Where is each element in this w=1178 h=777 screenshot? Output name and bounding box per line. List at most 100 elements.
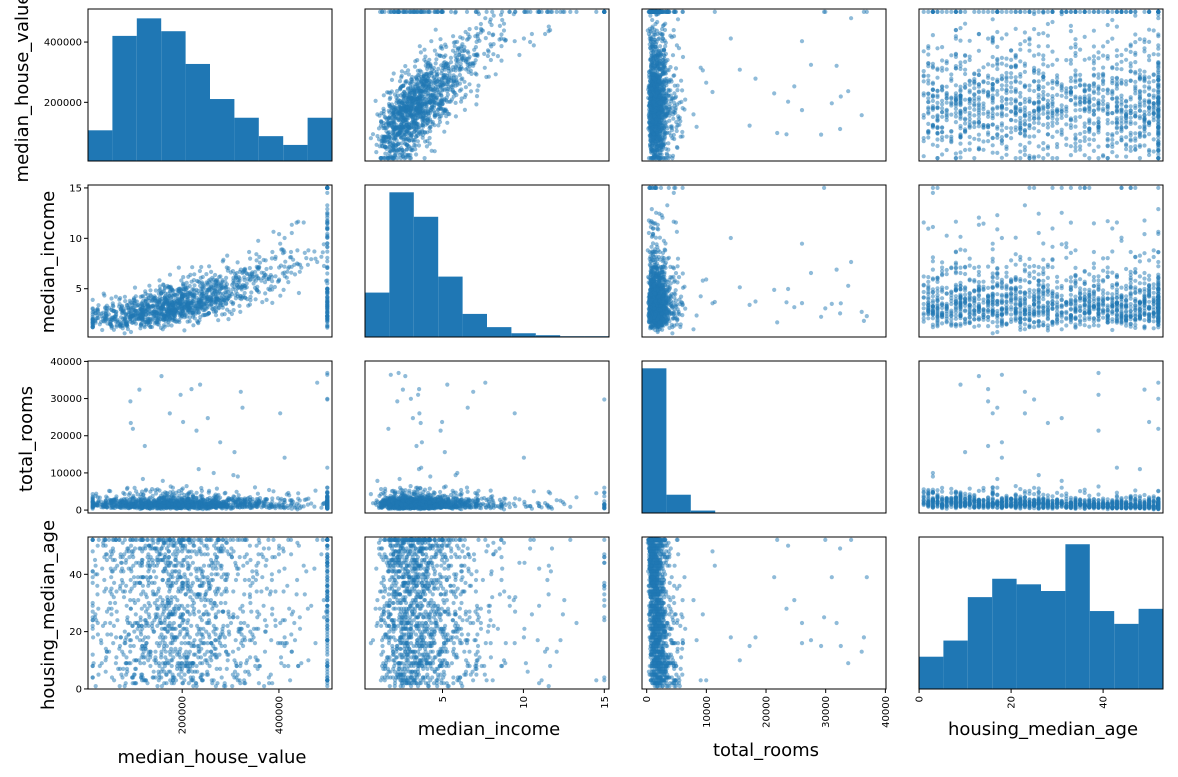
scatter-point	[374, 150, 379, 155]
scatter-point	[658, 72, 664, 78]
scatter-point	[1018, 125, 1023, 130]
scatter-point	[439, 44, 444, 49]
scatter-point	[663, 114, 668, 119]
scatter-point	[1151, 101, 1156, 106]
scatter-point	[447, 112, 452, 117]
scatter-point	[976, 9, 982, 14]
scatter-point	[455, 57, 460, 63]
scatter-point	[1045, 111, 1050, 116]
scatter-point	[930, 114, 936, 119]
scatter-point	[940, 110, 945, 115]
scatter-point	[834, 63, 839, 68]
scatter-point	[394, 125, 399, 130]
scatter-point	[829, 101, 834, 106]
scatter-point	[1091, 61, 1096, 66]
scatter-point	[381, 106, 386, 111]
scatter-point	[1027, 122, 1032, 128]
scatter-point	[391, 121, 396, 126]
scatter-point	[1087, 128, 1092, 133]
scatter-point	[1027, 140, 1032, 145]
scatter-point	[963, 67, 968, 72]
scatter-point	[1055, 156, 1060, 161]
scatter-point	[1101, 102, 1106, 107]
scatter-point	[460, 36, 465, 41]
scatter-point	[1087, 107, 1092, 112]
scatter-point	[1147, 53, 1152, 59]
scatter-point	[926, 44, 931, 49]
scatter-point	[432, 9, 438, 14]
scatter-point	[1101, 94, 1106, 99]
scatter-point	[429, 148, 434, 153]
scatter-point	[999, 138, 1005, 143]
scatter-point	[1068, 45, 1073, 50]
scatter-point	[1151, 118, 1156, 123]
scatter-point	[823, 9, 828, 14]
scatter-point	[1009, 57, 1014, 63]
scatter-point	[147, 283, 152, 288]
scatter-point	[650, 17, 655, 23]
scatter-point	[673, 9, 679, 14]
scatter-point	[457, 52, 462, 57]
scatter-point	[1041, 105, 1046, 111]
scatter-point	[1110, 150, 1115, 155]
scatter-point	[528, 9, 533, 14]
scatter-point	[926, 61, 931, 66]
scatter-point	[986, 114, 991, 119]
scatter-point	[181, 275, 186, 280]
scatter-point	[1105, 39, 1110, 45]
scatter-point	[497, 23, 502, 28]
scatter-point	[1009, 130, 1014, 135]
scatter-point	[1041, 111, 1046, 116]
scatter-point	[292, 272, 298, 277]
scatter-point	[995, 29, 1000, 35]
scatter-point	[485, 48, 491, 53]
scatter-point	[455, 47, 460, 52]
scatter-point	[1045, 33, 1050, 38]
scatter-point	[940, 98, 945, 103]
scatter-point	[1073, 124, 1078, 129]
scatter-point	[1124, 79, 1129, 84]
scatter-point	[1133, 60, 1138, 65]
scatter-point	[1119, 125, 1124, 130]
scatter-point	[1013, 87, 1018, 92]
scatter-point	[475, 88, 480, 93]
scatter-point	[1128, 97, 1133, 102]
scatter-point	[454, 92, 459, 98]
scatter-point	[122, 331, 127, 336]
scatter-point	[1036, 79, 1041, 84]
scatter-point	[405, 115, 410, 120]
scatter-point	[1059, 107, 1064, 112]
scatter-point	[1091, 148, 1096, 153]
scatter-point	[1087, 83, 1092, 88]
scatter-point	[990, 86, 995, 91]
scatter-point	[1147, 85, 1152, 90]
scatter-point	[657, 52, 662, 57]
scatter-point	[1045, 145, 1050, 151]
scatter-point	[422, 47, 427, 52]
scatter-point	[1114, 126, 1119, 131]
scatter-point	[1142, 9, 1147, 14]
scatter-point	[986, 9, 991, 14]
scatter-point	[958, 89, 963, 94]
scatter-point	[1059, 127, 1064, 132]
scatter-point	[990, 76, 995, 81]
scatter-point	[1018, 149, 1023, 154]
scatter-point	[434, 57, 439, 62]
scatter-point	[1091, 84, 1096, 89]
scatter-point	[457, 81, 462, 86]
scatter-point	[448, 99, 453, 104]
scatter-point	[976, 82, 982, 87]
scatter-point	[1091, 96, 1096, 101]
scatter-point	[1124, 104, 1129, 109]
scatter-point	[391, 156, 396, 161]
scatter-point	[263, 258, 268, 263]
scatter-point	[439, 9, 445, 14]
scatter-point	[476, 83, 481, 88]
scatter-point	[1124, 115, 1129, 120]
scatter-point	[1101, 154, 1106, 159]
scatter-point	[1032, 70, 1037, 75]
scatter-point	[432, 114, 437, 119]
scatter-point	[1147, 92, 1152, 97]
scatter-point	[456, 64, 461, 69]
scatter-point	[1151, 28, 1156, 33]
